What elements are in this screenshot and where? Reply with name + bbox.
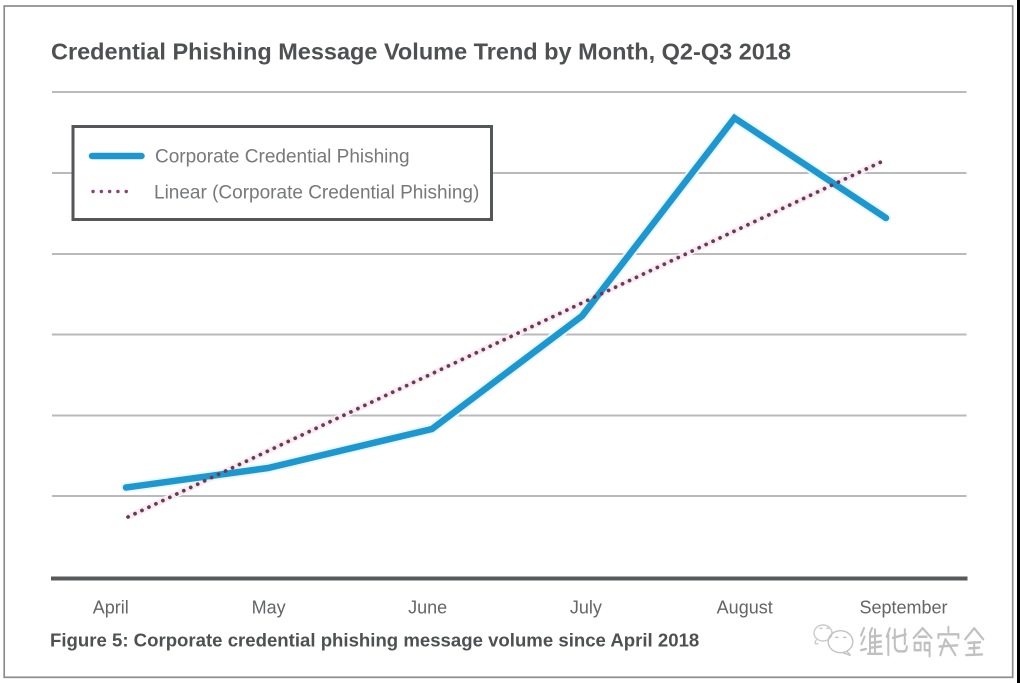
svg-text:Linear (Corporate Credential P: Linear (Corporate Credential Phishing): [154, 183, 479, 204]
svg-text:September: September: [859, 598, 947, 618]
svg-text:Corporate Credential Phishing: Corporate Credential Phishing: [155, 147, 410, 168]
svg-text:Figure 5: Corporate credential: Figure 5: Corporate credential phishing …: [50, 630, 699, 651]
svg-text:Credential Phishing Message Vo: Credential Phishing Message Volume Trend…: [51, 39, 791, 65]
svg-text:August: August: [717, 598, 773, 618]
svg-text:May: May: [252, 598, 286, 618]
svg-text:July: July: [570, 598, 602, 618]
svg-text:June: June: [408, 598, 447, 618]
svg-text:April: April: [93, 598, 129, 618]
